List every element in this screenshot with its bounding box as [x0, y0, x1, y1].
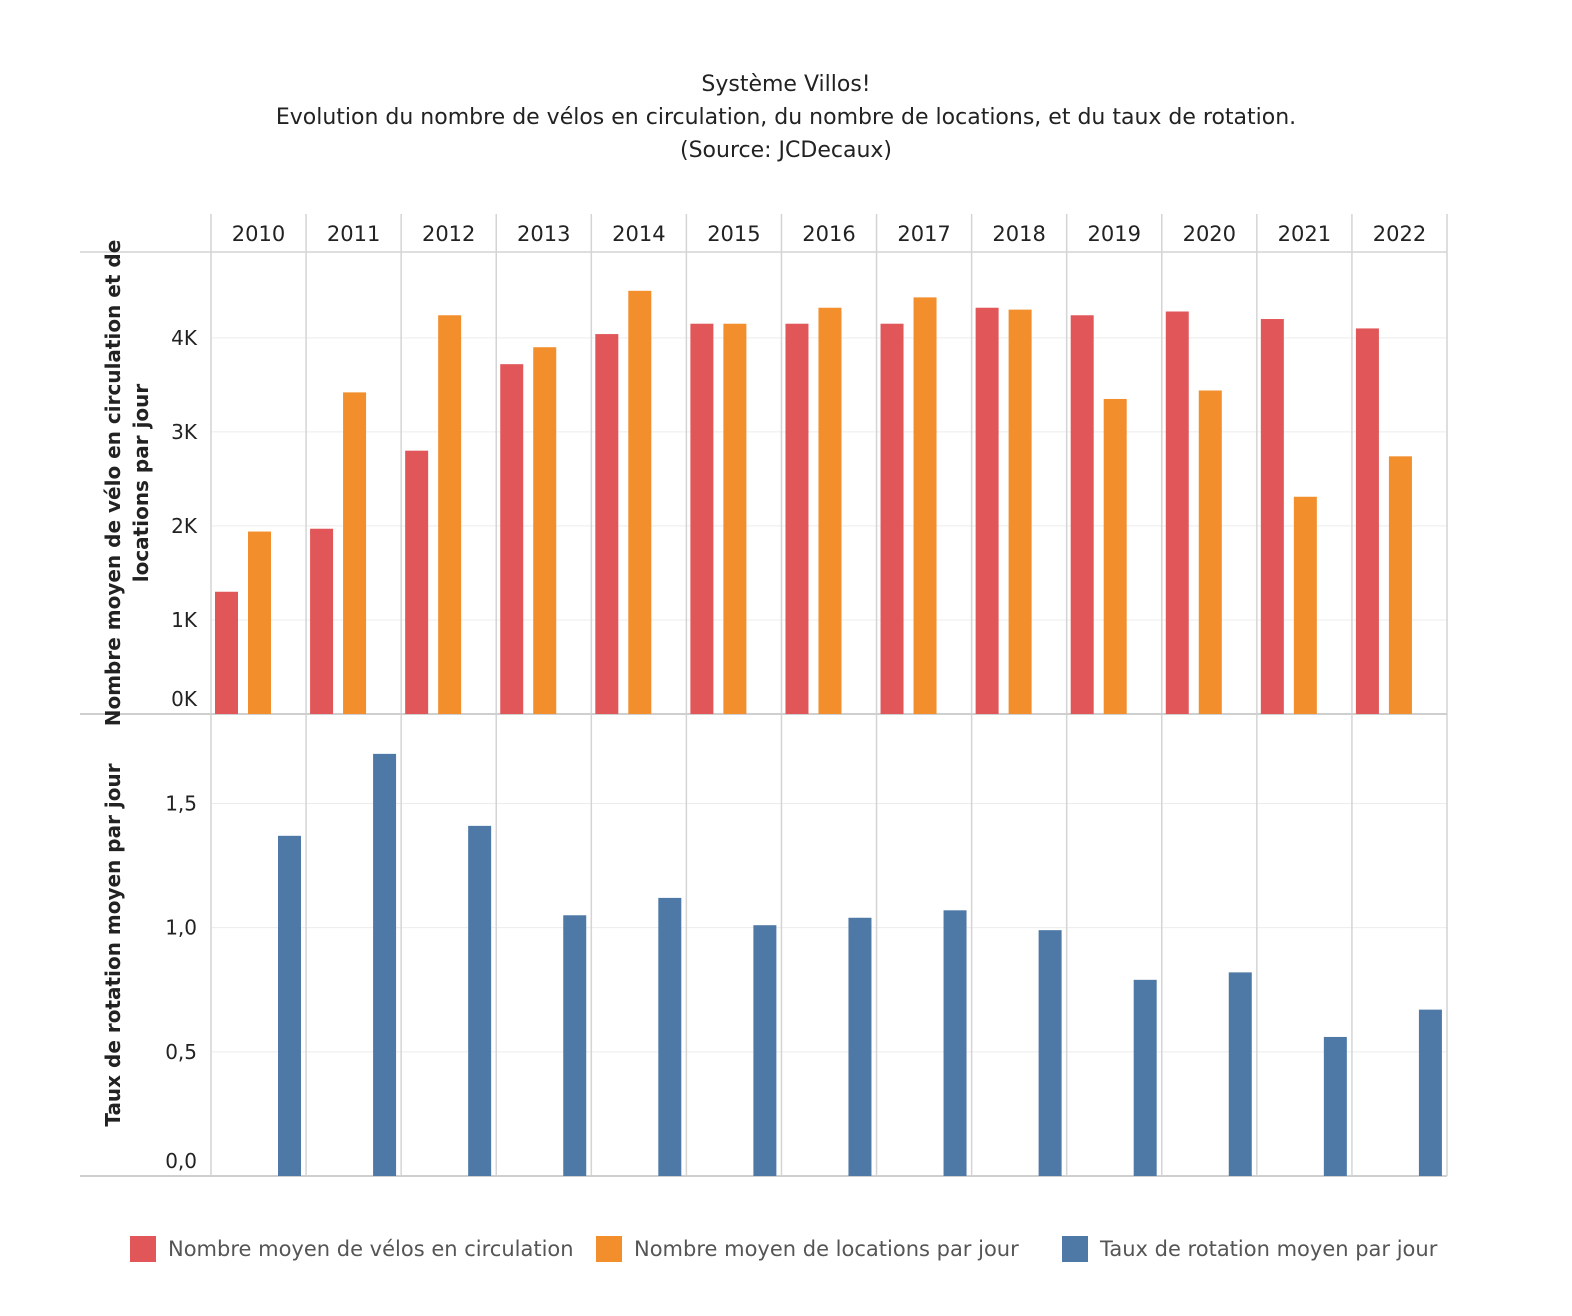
bar-locations: [723, 323, 747, 714]
bar-velos: [785, 323, 809, 714]
bar-locations: [248, 531, 271, 714]
y-tick-label: 4K: [171, 326, 198, 350]
year-header-label: 2017: [897, 222, 950, 246]
bar-rotation: [848, 917, 872, 1176]
year-header-label: 2014: [612, 222, 665, 246]
y-tick-label: 2K: [171, 514, 198, 538]
bar-velos: [975, 307, 999, 714]
y-tick-label: 0K: [171, 687, 198, 711]
bar-rotation: [373, 753, 397, 1176]
y-tick-label: 1K: [171, 608, 198, 632]
y-axis-title-top: Nombre moyen de vélo en circulation et d…: [101, 240, 125, 727]
y-tick-label: 0,5: [165, 1040, 197, 1064]
year-header-label: 2018: [992, 222, 1045, 246]
y-tick-label: 1,0: [165, 916, 197, 940]
bar-locations: [628, 290, 652, 714]
chart-title-line-1: Système Villos!: [701, 72, 871, 97]
year-header-label: 2021: [1278, 222, 1331, 246]
chart-area: 2010 2011 2012 2013 2014 2015 2016 2017 2018 2019…: [80, 214, 1448, 1177]
bar-velos: [1070, 315, 1094, 714]
year-header-label: 2010: [232, 222, 285, 246]
bar-velos: [595, 334, 619, 714]
bar-rotation: [563, 915, 587, 1176]
bar-rotation: [658, 897, 682, 1176]
bar-velos: [1355, 328, 1379, 714]
bar-locations: [913, 297, 937, 714]
bar-locations: [1388, 456, 1412, 714]
bar-locations: [438, 315, 462, 714]
bar-velos: [1165, 311, 1189, 714]
bar-velos: [1260, 319, 1284, 714]
year-header-label: 2011: [327, 222, 380, 246]
legend-item-locations[interactable]: Nombre moyen de locations par jour: [596, 1232, 1019, 1266]
legend-item-rotation[interactable]: Taux de rotation moyen par jour: [1062, 1232, 1437, 1266]
year-header-label: 2013: [517, 222, 570, 246]
year-header-label: 2015: [707, 222, 760, 246]
bar-velos: [215, 591, 238, 714]
legend: Nombre moyen de vélos en circulation Nom…: [0, 1232, 1572, 1266]
bar-locations: [343, 392, 367, 714]
bar-rotation: [1418, 1009, 1442, 1176]
year-header-label: 2012: [422, 222, 475, 246]
legend-swatch-velos: [130, 1236, 156, 1262]
bar-velos: [880, 323, 904, 714]
bar-rotation: [278, 835, 301, 1176]
bar-velos: [310, 528, 334, 714]
chart-title-line-2: Evolution du nombre de vélos en circulat…: [275, 105, 1297, 130]
bar-locations: [1008, 309, 1032, 714]
legend-label-locations: Nombre moyen de locations par jour: [634, 1237, 1019, 1261]
bar-rotation: [943, 910, 967, 1176]
bar-rotation: [468, 825, 492, 1176]
y-axis-title-top: locations par jour: [129, 384, 153, 583]
bar-locations: [1103, 398, 1127, 714]
bar-locations: [818, 307, 842, 714]
y-axis-title-bottom: Taux de rotation moyen par jour: [101, 763, 125, 1126]
legend-label-velos: Nombre moyen de vélos en circulation: [168, 1237, 574, 1261]
year-header-label: 2020: [1183, 222, 1236, 246]
legend-swatch-rotation: [1062, 1236, 1088, 1262]
year-header-label: 2019: [1088, 222, 1141, 246]
legend-label-rotation: Taux de rotation moyen par jour: [1100, 1237, 1438, 1261]
year-header-label: 2016: [802, 222, 855, 246]
bar-rotation: [1323, 1036, 1347, 1176]
year-header-label: 2022: [1373, 222, 1426, 246]
bar-locations: [1293, 496, 1317, 714]
bar-locations: [533, 347, 557, 714]
y-tick-label: 0,0: [165, 1149, 197, 1173]
bar-rotation: [1228, 972, 1252, 1176]
y-tick-label: 3K: [171, 420, 198, 444]
legend-swatch-locations: [596, 1236, 622, 1262]
chart-source-line: (Source: JCDecaux): [680, 138, 892, 163]
bar-rotation: [753, 925, 777, 1176]
bar-velos: [500, 364, 524, 714]
y-tick-label: 1,5: [165, 792, 197, 816]
bar-rotation: [1038, 930, 1062, 1176]
bar-rotation: [1133, 979, 1157, 1176]
legend-item-velos[interactable]: Nombre moyen de vélos en circulation: [130, 1232, 574, 1266]
bar-velos: [405, 450, 429, 714]
bar-velos: [690, 323, 714, 714]
bar-locations: [1198, 390, 1222, 714]
